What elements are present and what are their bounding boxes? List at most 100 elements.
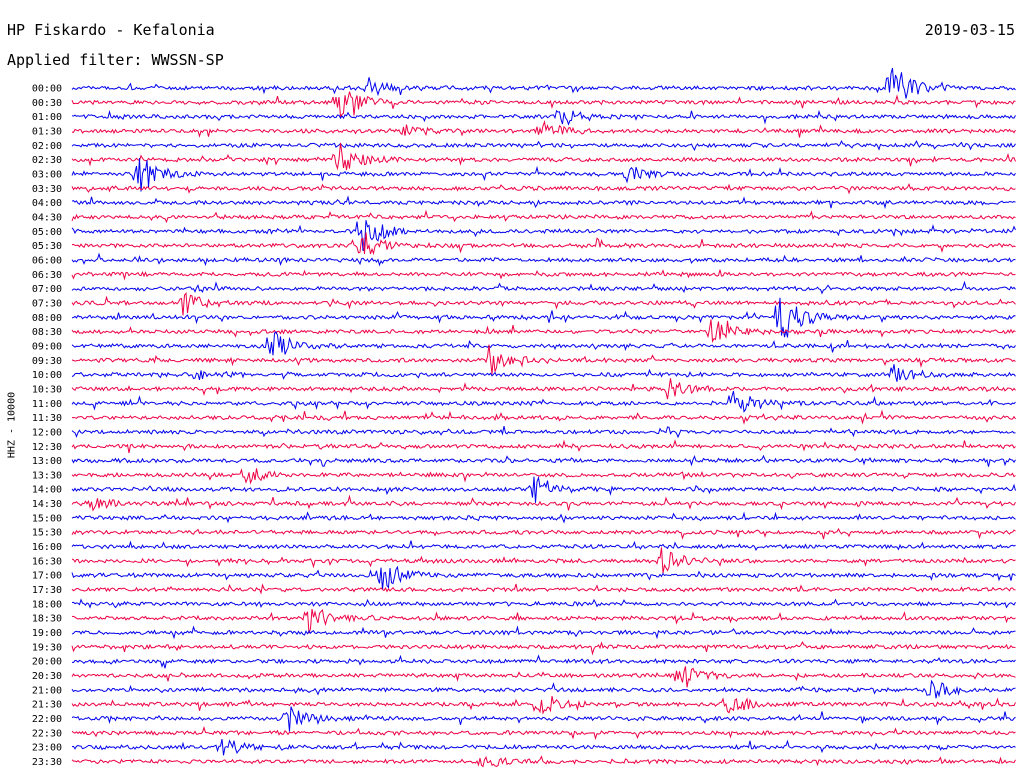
trace-line	[71, 706, 1016, 732]
trace-line	[71, 583, 1016, 595]
trace-line	[71, 378, 1016, 400]
date-label: 2019-03-15	[924, 21, 1015, 39]
row-time-label: 18:30	[32, 614, 62, 625]
trace-line	[71, 454, 1016, 467]
trace-line	[71, 540, 1016, 551]
trace-line	[71, 654, 1016, 669]
row-time-label: 12:00	[32, 427, 62, 438]
row-time-label: 06:30	[32, 270, 62, 281]
trace-line	[71, 608, 1016, 634]
trace-line	[71, 331, 1016, 356]
trace-line	[71, 291, 1016, 316]
row-time-label: 07:00	[32, 284, 62, 295]
row-time-label: 11:30	[32, 413, 62, 424]
row-time-label: 04:00	[32, 198, 62, 209]
row-time-label: 08:30	[32, 327, 62, 338]
row-time-label: 23:30	[32, 757, 62, 768]
row-time-label: 19:00	[32, 628, 62, 639]
row-time-label: 09:00	[32, 341, 62, 352]
row-time-label: 06:00	[32, 255, 62, 266]
trace-line	[71, 220, 1016, 251]
trace-line	[71, 641, 1016, 656]
row-time-label: 19:30	[32, 642, 62, 653]
trace-line	[71, 475, 1016, 503]
row-time-label: 17:30	[32, 585, 62, 596]
trace-line	[71, 755, 1016, 768]
trace-line	[71, 695, 1016, 715]
trace-line	[71, 679, 1016, 699]
row-time-label: 16:30	[32, 556, 62, 567]
trace-line	[71, 269, 1016, 281]
trace-line	[71, 232, 1016, 256]
trace-line	[71, 109, 1016, 126]
row-time-label: 23:00	[32, 743, 62, 754]
row-time-label: 01:30	[32, 126, 62, 137]
row-time-label: 22:30	[32, 728, 62, 739]
row-time-label: 03:30	[32, 184, 62, 195]
trace-line	[71, 344, 1016, 375]
row-time-label: 02:30	[32, 155, 62, 166]
row-time-label: 10:00	[32, 370, 62, 381]
trace-line	[71, 598, 1016, 609]
trace-line	[71, 67, 1016, 99]
row-time-label: 21:00	[32, 685, 62, 696]
row-time-label: 02:00	[32, 141, 62, 152]
trace-line	[71, 625, 1016, 640]
row-time-label: 14:30	[32, 499, 62, 510]
trace-line	[71, 425, 1016, 439]
row-time-label: 11:00	[32, 399, 62, 410]
trace-line	[71, 738, 1016, 756]
row-time-label: 00:00	[32, 84, 62, 95]
trace-line	[71, 142, 1016, 171]
row-time-label: 09:30	[32, 356, 62, 367]
row-time-label: 18:00	[32, 599, 62, 610]
trace-line	[71, 297, 1016, 338]
trace-line	[71, 91, 1016, 119]
row-time-label: 03:00	[32, 169, 62, 180]
trace-line	[71, 409, 1016, 425]
row-time-label: 20:00	[32, 657, 62, 668]
row-time-label: 08:00	[32, 313, 62, 324]
trace-line	[71, 252, 1016, 267]
row-time-label: 22:00	[32, 714, 62, 725]
row-time-label: 05:00	[32, 227, 62, 238]
trace-line	[71, 120, 1016, 138]
trace-line	[71, 183, 1016, 195]
row-time-label: 20:30	[32, 671, 62, 682]
trace-line	[71, 666, 1016, 688]
trace-line	[71, 139, 1016, 152]
row-time-label: 14:00	[32, 485, 62, 496]
row-time-label: 01:00	[32, 112, 62, 123]
filter-label: Applied filter: WWSSN-SP	[7, 51, 224, 69]
trace-line	[71, 439, 1016, 454]
station-title: HP Fiskardo - Kefalonia	[7, 21, 215, 39]
trace-line	[71, 158, 1016, 192]
trace-line	[71, 565, 1016, 591]
row-time-label: 13:00	[32, 456, 62, 467]
trace-line	[71, 319, 1016, 344]
trace-line	[71, 725, 1016, 741]
row-time-label: 16:00	[32, 542, 62, 553]
trace-line	[71, 494, 1016, 512]
row-time-label: 15:30	[32, 528, 62, 539]
row-time-label: 05:30	[32, 241, 62, 252]
trace-line	[71, 390, 1016, 413]
row-time-label: 04:30	[32, 212, 62, 223]
row-time-label: 17:00	[32, 571, 62, 582]
row-time-label: 10:30	[32, 384, 62, 395]
row-time-label: 00:30	[32, 98, 62, 109]
trace-line	[71, 527, 1016, 540]
trace-line	[71, 468, 1016, 485]
row-time-label: 15:00	[32, 513, 62, 524]
trace-line	[71, 280, 1016, 295]
trace-line	[71, 511, 1016, 524]
row-time-label: 07:30	[32, 298, 62, 309]
trace-line	[71, 195, 1016, 210]
trace-line	[71, 547, 1016, 574]
trace-line	[71, 364, 1016, 382]
row-time-label: 12:30	[32, 442, 62, 453]
row-time-label: 13:30	[32, 470, 62, 481]
trace-line	[71, 209, 1016, 224]
